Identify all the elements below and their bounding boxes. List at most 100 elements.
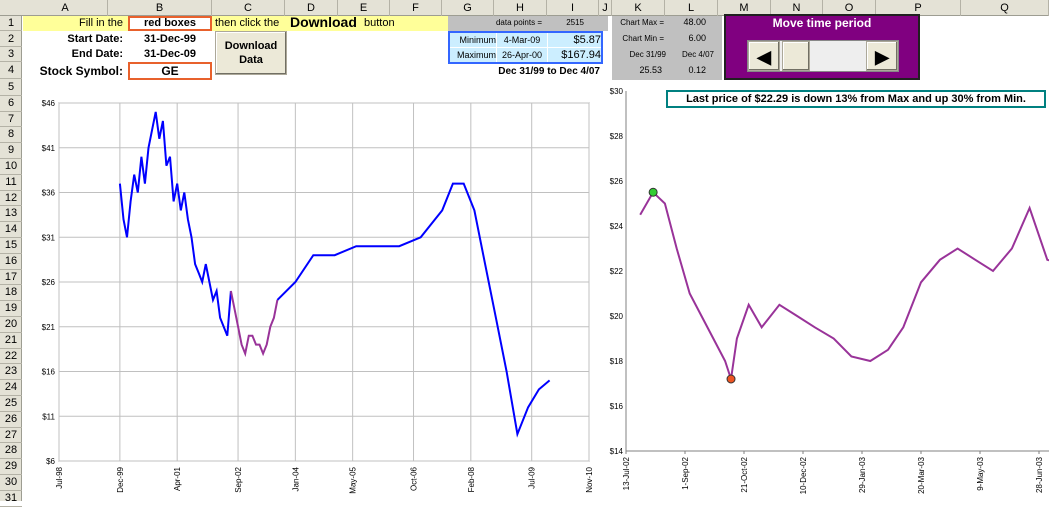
row-header-24[interactable]: 24 bbox=[0, 380, 22, 396]
row-header-31[interactable]: 31 bbox=[0, 491, 22, 507]
main-series-line-0 bbox=[118, 111, 232, 337]
stock-symbol-input[interactable]: GE bbox=[128, 62, 212, 80]
zoom-x-tick-label: 29-Jan-03 bbox=[858, 456, 867, 493]
row-header-1[interactable]: 1 bbox=[0, 16, 22, 31]
chart-controls-bg bbox=[612, 16, 722, 80]
zoom-y-tick-label: $24 bbox=[610, 222, 624, 231]
scroll-thumb[interactable] bbox=[782, 41, 810, 71]
main-y-tick-label: $46 bbox=[42, 99, 56, 108]
row-header-30[interactable]: 30 bbox=[0, 475, 22, 491]
end-date-label: End Date: bbox=[71, 48, 123, 60]
column-header-n[interactable]: N bbox=[771, 0, 823, 16]
row-header-18[interactable]: 18 bbox=[0, 285, 22, 302]
column-header-d[interactable]: D bbox=[285, 0, 338, 16]
main-y-tick-label: $6 bbox=[46, 457, 55, 466]
main-x-tick-label: Apr-01 bbox=[173, 466, 182, 491]
minimum-value: $5.87 bbox=[548, 33, 601, 47]
row-header-21[interactable]: 21 bbox=[0, 333, 22, 349]
time-period-panel: Move time period ◀ ▶ bbox=[724, 14, 920, 80]
stock-symbol-label: Stock Symbol: bbox=[39, 64, 123, 78]
row-header-13[interactable]: 13 bbox=[0, 206, 22, 223]
maximum-date: 26-Apr-00 bbox=[497, 48, 547, 62]
last-price-annotation: Last price of $22.29 is down 13% from Ma… bbox=[666, 90, 1046, 108]
row-header: 1 2 3 4 5 6 7 8 9 10 11 12 13 14 15 16 17 18 19 20 21 22 23 24 2… bbox=[0, 16, 22, 507]
column-header-j[interactable]: J bbox=[599, 0, 612, 16]
to-date-label: Dec 4/07 bbox=[681, 50, 714, 59]
button-word: button bbox=[364, 17, 395, 29]
main-series-line-2 bbox=[276, 182, 551, 438]
zoom-x-tick-label: 28-Jun-03 bbox=[1035, 456, 1044, 493]
column-header-f[interactable]: F bbox=[390, 0, 442, 16]
row-header-28[interactable]: 28 bbox=[0, 443, 22, 460]
download-data-button[interactable]: Download Data bbox=[215, 31, 287, 75]
row-header-12[interactable]: 12 bbox=[0, 191, 22, 207]
zoom-y-tick-label: $14 bbox=[610, 447, 624, 456]
row-header-15[interactable]: 15 bbox=[0, 238, 22, 254]
row-header-7[interactable]: 7 bbox=[0, 112, 22, 128]
row-header-5[interactable]: 5 bbox=[0, 80, 22, 96]
row-header-10[interactable]: 10 bbox=[0, 159, 22, 175]
data-points-bg bbox=[448, 16, 608, 31]
column-header-k[interactable]: K bbox=[612, 0, 665, 16]
zoom-x-tick-label: 10-Dec-02 bbox=[799, 456, 808, 494]
column-header-l[interactable]: L bbox=[665, 0, 718, 16]
zoom-y-tick-label: $26 bbox=[610, 177, 624, 186]
row-header-26[interactable]: 26 bbox=[0, 412, 22, 428]
column-header-h[interactable]: H bbox=[494, 0, 547, 16]
min-max-box bbox=[448, 31, 603, 64]
column-header-p[interactable]: P bbox=[876, 0, 961, 16]
column-header-b[interactable]: B bbox=[108, 0, 212, 16]
row-header-6[interactable]: 6 bbox=[0, 96, 22, 112]
row-header-8[interactable]: 8 bbox=[0, 127, 22, 144]
column-header-g[interactable]: G bbox=[442, 0, 494, 16]
chart-min-label: Chart Min = bbox=[622, 34, 664, 43]
column-header-m[interactable]: M bbox=[718, 0, 771, 16]
min-point-marker bbox=[726, 374, 736, 384]
chart-min-value[interactable]: 6.00 bbox=[688, 33, 706, 43]
column-header-o[interactable]: O bbox=[823, 0, 876, 16]
main-y-tick-label: $21 bbox=[42, 323, 56, 332]
time-period-scrollbar[interactable]: ◀ ▶ bbox=[747, 40, 899, 72]
red-boxes-text: red boxes bbox=[128, 16, 212, 31]
start-date-input[interactable]: 31-Dec-99 bbox=[144, 33, 196, 45]
row-header-29[interactable]: 29 bbox=[0, 459, 22, 475]
row-header-16[interactable]: 16 bbox=[0, 254, 22, 270]
main-x-tick-label: Feb-08 bbox=[467, 466, 476, 492]
row-header-11[interactable]: 11 bbox=[0, 175, 22, 191]
minimum-date: 4-Mar-09 bbox=[497, 33, 547, 47]
zoom-x-tick-label: 1-Sep-02 bbox=[681, 456, 690, 489]
row-header-20[interactable]: 20 bbox=[0, 317, 22, 333]
row-header-14[interactable]: 14 bbox=[0, 222, 22, 238]
data-points-value: 2515 bbox=[566, 18, 584, 27]
main-y-tick-label: $26 bbox=[42, 278, 56, 287]
zoom-y-tick-label: $18 bbox=[610, 357, 624, 366]
row-header-25[interactable]: 25 bbox=[0, 396, 22, 412]
row-header-9[interactable]: 9 bbox=[0, 143, 22, 159]
zoom-chart-bg bbox=[598, 81, 1049, 501]
row-header-22[interactable]: 22 bbox=[0, 349, 22, 365]
row-header-19[interactable]: 19 bbox=[0, 301, 22, 317]
column-header-i[interactable]: I bbox=[547, 0, 599, 16]
row-header-17[interactable]: 17 bbox=[0, 270, 22, 286]
column-header-q[interactable]: Q bbox=[961, 0, 1049, 16]
data-points-label: data points = bbox=[495, 18, 542, 27]
row-header-23[interactable]: 23 bbox=[0, 364, 22, 381]
chart-max-value[interactable]: 48.00 bbox=[683, 17, 706, 27]
row-header-2[interactable]: 2 bbox=[0, 31, 22, 47]
zoom-x-tick-label: 13-Jul-02 bbox=[622, 456, 631, 490]
end-date-input[interactable]: 31-Dec-09 bbox=[144, 48, 196, 60]
scroll-left-button[interactable]: ◀ bbox=[748, 41, 780, 71]
row-header-3[interactable]: 3 bbox=[0, 47, 22, 62]
row-header-4[interactable]: 4 bbox=[0, 62, 22, 79]
scroll-right-button[interactable]: ▶ bbox=[866, 41, 898, 71]
maximum-label: Maximum bbox=[450, 48, 496, 62]
column-header-a[interactable]: A bbox=[23, 0, 108, 16]
column-header-e[interactable]: E bbox=[338, 0, 390, 16]
minimum-label: Minimum bbox=[450, 33, 496, 47]
zoom-y-tick-label: $20 bbox=[610, 312, 624, 321]
main-x-tick-label: Jul-98 bbox=[55, 466, 64, 488]
row-header-27[interactable]: 27 bbox=[0, 428, 22, 444]
column-header-c[interactable]: C bbox=[212, 0, 285, 16]
